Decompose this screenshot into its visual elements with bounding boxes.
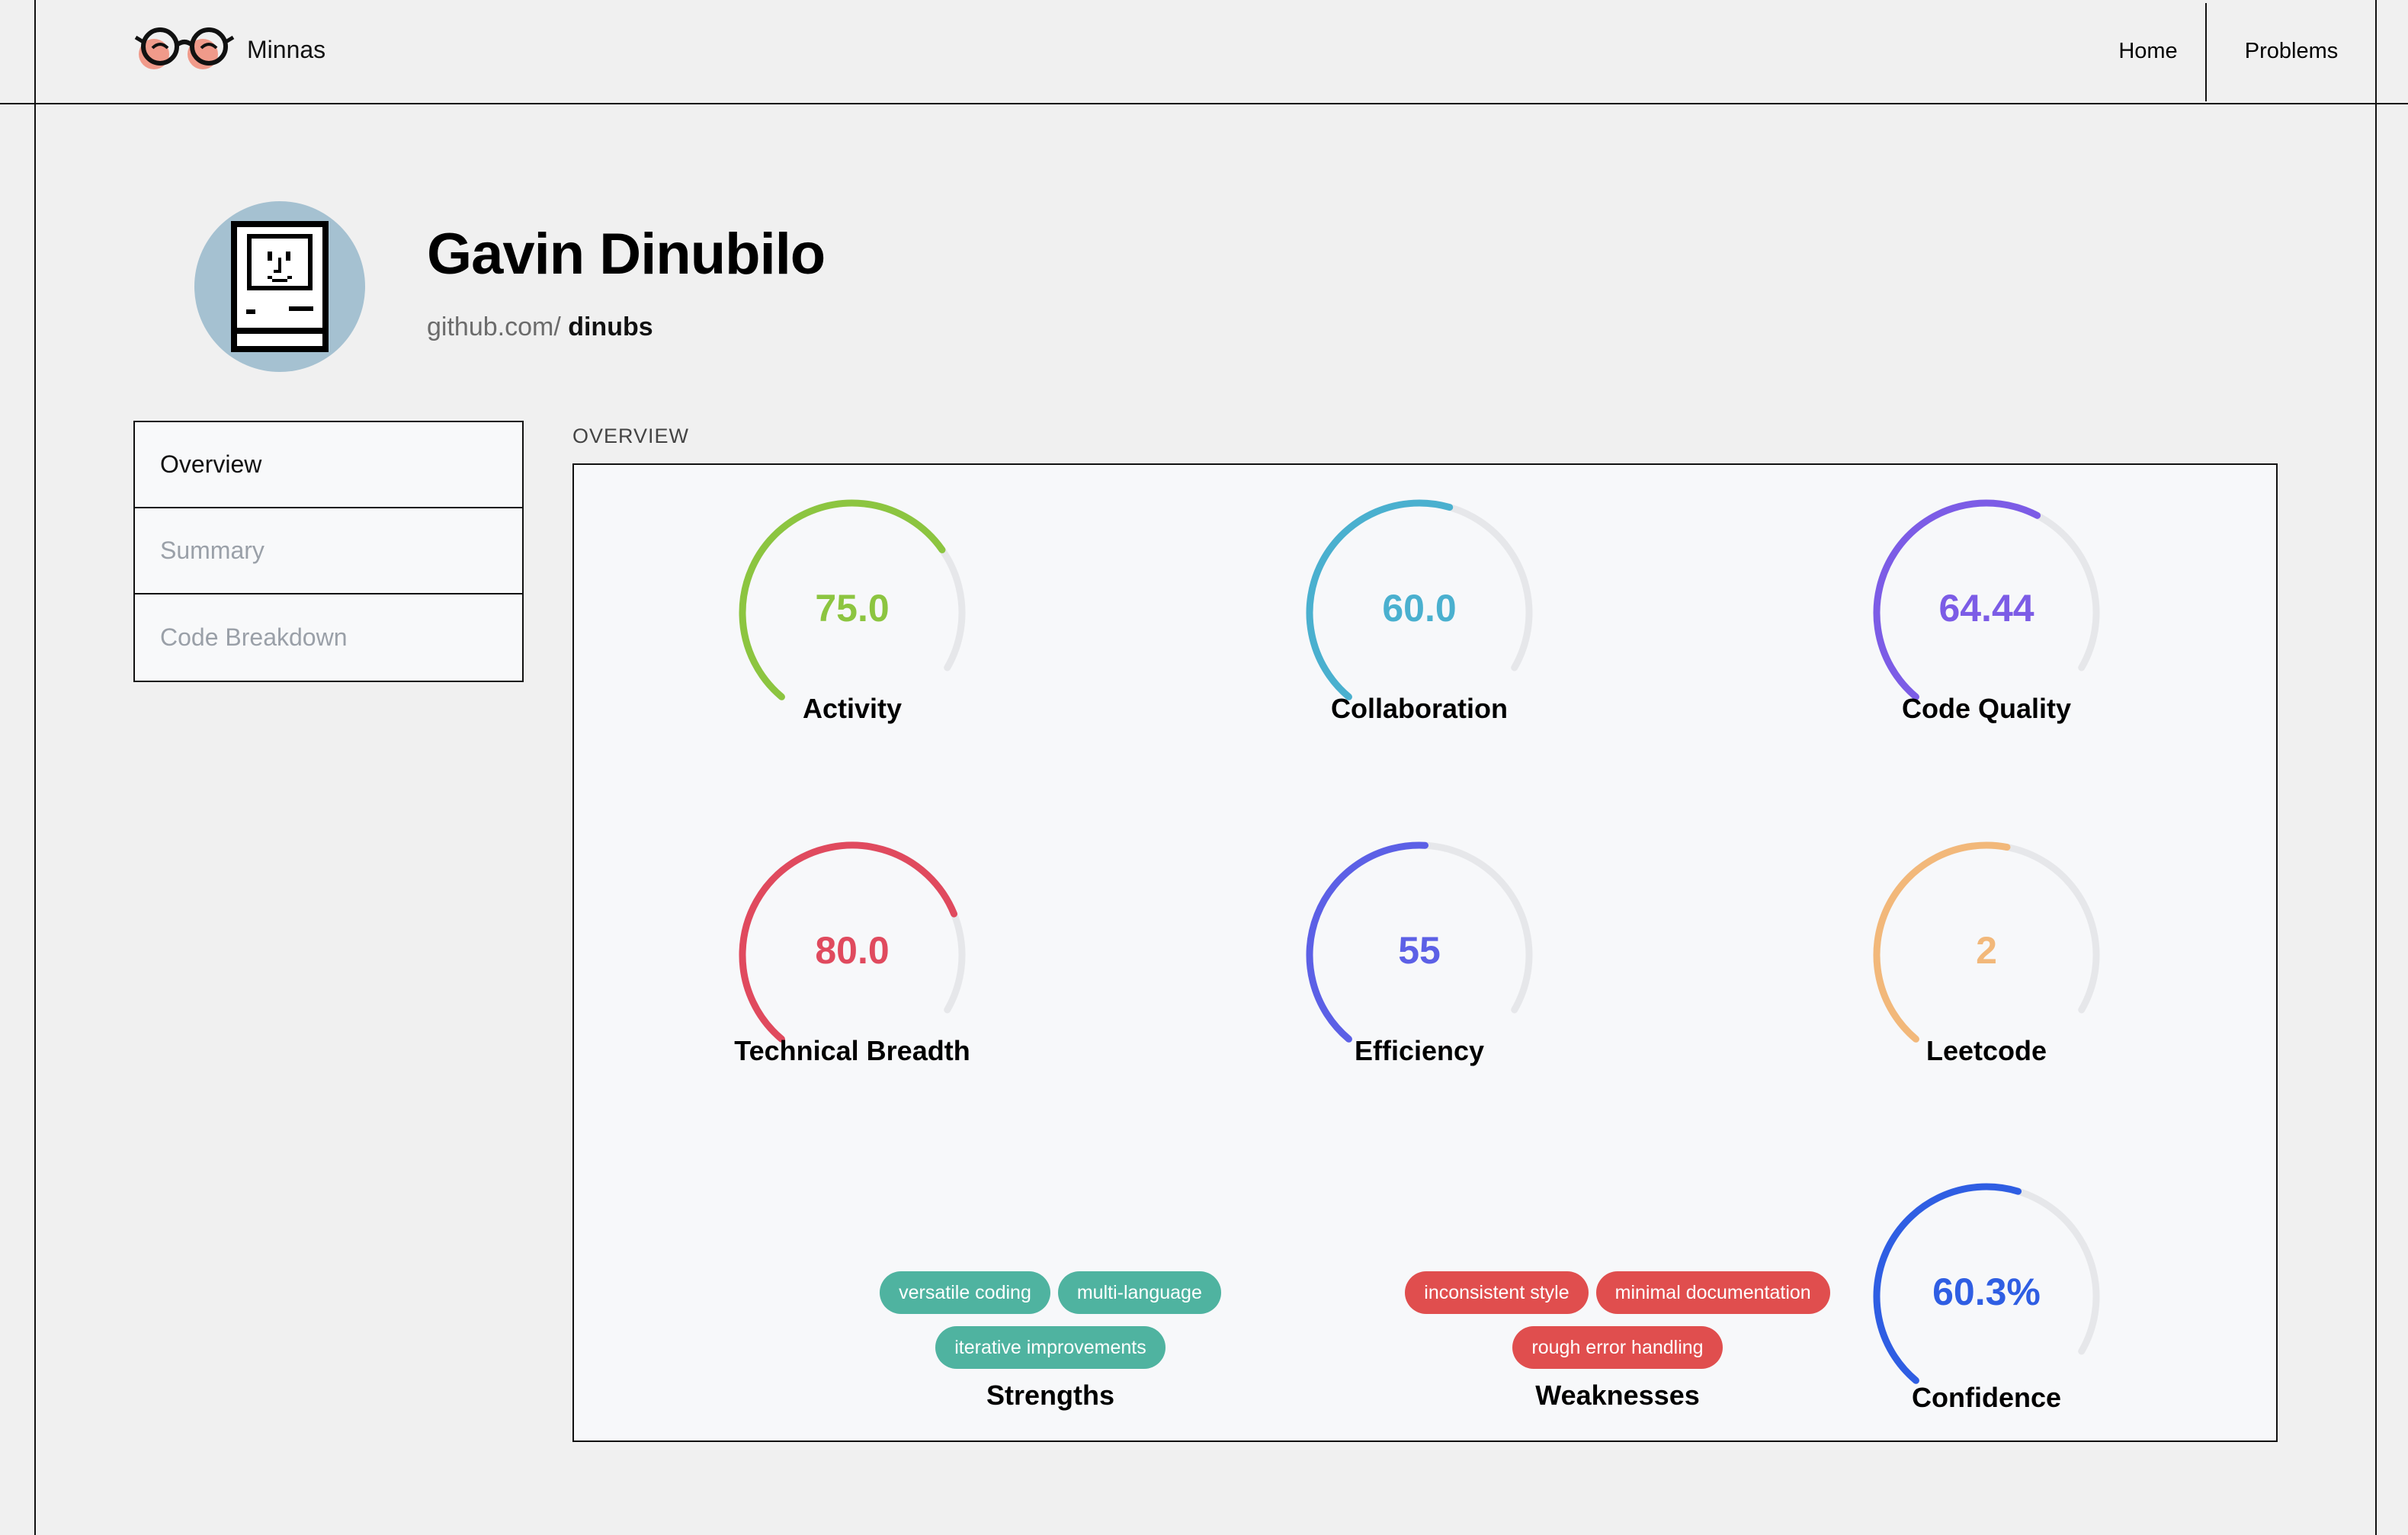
strengths-group: versatile coding multi-language iterativ… [791,1271,1310,1412]
profile-name: Gavin Dinubilo [427,222,826,287]
gauge-arc [739,499,966,700]
gauge-fill [739,499,946,700]
gauge-arc [1306,841,1533,1043]
menu-item-overview[interactable]: Overview [135,422,522,508]
menu-item-code-breakdown[interactable]: Code Breakdown [160,623,348,651]
gauge-collaboration: 60.0 Collaboration [1259,498,1579,758]
strength-tag: versatile coding [880,1271,1050,1314]
gauge-value: 80.0 [815,929,890,972]
weaknesses-group: inconsistent style minimal documentation… [1358,1271,1877,1412]
gauge-fill [1873,841,2011,1043]
section-menu: Overview Summary Code Breakdown [133,421,524,682]
gauge-arc [1873,499,2100,700]
glasses-logo-icon [133,24,236,76]
weakness-tag: minimal documentation [1595,1271,1830,1314]
gauge-fill [1873,499,2041,700]
overview-panel: 75.0 Activity 60.0 Collaboration 64.44 C… [572,463,2278,1442]
gauge-code-quality: 64.44 Code Quality [1826,498,2147,758]
nav-problems-link[interactable]: Problems [2244,39,2339,63]
gauge-confidence: 60.3% Confidence [1826,1182,2147,1441]
github-username: dinubs [568,312,653,341]
top-navbar: Minnas Home Problems [0,0,2408,104]
gauge-arc [739,841,966,1043]
gauge-value: 64.44 [1938,587,2034,630]
gauge-label: Technical Breadth [734,1035,970,1066]
gauge-label: Efficiency [1354,1035,1485,1066]
gauge-fill [1306,499,1454,700]
weakness-tag: inconsistent style [1405,1271,1589,1314]
brand-name: Minnas [247,35,326,63]
gauge-label: Activity [802,693,903,724]
gauge-label: Collaboration [1331,693,1508,724]
page-frame-left [34,0,36,1535]
page-frame-right [2375,0,2377,1535]
brand[interactable]: Minnas [133,23,325,76]
github-prefix: github.com/ [427,312,561,341]
nav-divider [2205,3,2207,101]
gauge-label: Code Quality [1901,693,2072,724]
gauge-label: Confidence [1911,1382,2061,1413]
avatar [194,201,365,372]
strength-tag: multi-language [1057,1271,1221,1314]
gauge-activity: 75.0 Activity [692,498,1012,758]
strength-tag: iterative improvements [935,1326,1166,1369]
gauge-value: 55 [1398,929,1441,972]
gauge-technical-breadth: 80.0 Technical Breadth [692,841,1012,1100]
gauge-leetcode: 2 Leetcode [1826,841,2147,1100]
gauge-value: 60.3% [1932,1271,2041,1313]
gauge-arc [1873,841,2100,1043]
github-profile-link[interactable]: github.com/ dinubs [427,312,653,342]
gauge-arc [1873,1183,2100,1384]
nav-home-link[interactable]: Home [2118,39,2178,63]
menu-item-summary[interactable]: Summary [135,508,522,594]
gauge-efficiency: 55 Efficiency [1259,841,1579,1100]
gauge-label: Leetcode [1925,1035,2047,1066]
weakness-tag: rough error handling [1512,1326,1723,1369]
strengths-label: Strengths [986,1380,1114,1411]
gauge-fill [1306,841,1429,1043]
gauge-value: 75.0 [815,587,890,630]
gauge-fill [739,841,958,1043]
overview-section-label: OVERVIEW [572,425,690,447]
gauge-arc [1306,499,1533,700]
gauge-fill [1873,1183,2022,1384]
gauge-value: 2 [1976,929,1997,972]
weaknesses-label: Weaknesses [1535,1380,1700,1411]
gauge-value: 60.0 [1382,587,1457,630]
